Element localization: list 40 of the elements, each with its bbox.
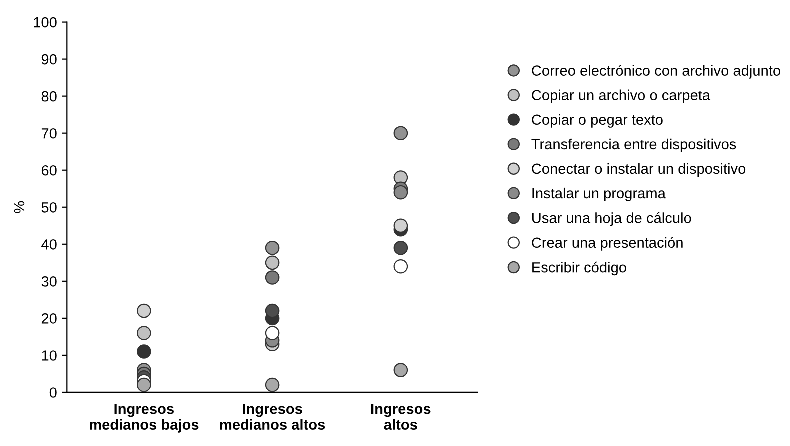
y-tick-label: 90 [42, 54, 57, 65]
point [265, 240, 280, 256]
point [394, 240, 408, 256]
point [265, 304, 280, 318]
point [394, 218, 408, 234]
point [394, 185, 408, 200]
x-tick-label: Ingresos medianos altos [220, 404, 326, 430]
point [265, 378, 280, 392]
point [394, 363, 408, 378]
point [137, 378, 152, 392]
legend-label: Transferencia entre dispositivos [532, 138, 736, 152]
point [137, 326, 152, 340]
legend-label: Usar una hoja de cálculo [532, 212, 692, 226]
y-tick-label: 60 [42, 165, 57, 176]
point [394, 126, 408, 140]
y-tick-label: 40 [42, 240, 57, 250]
y-tick-label: 80 [42, 91, 57, 102]
x-tick-label: Ingresos medianos bajos [90, 404, 199, 433]
y-tick-label: 0 [50, 388, 57, 398]
legend-label: Correo electrónico con archivo adjunto [532, 65, 780, 79]
y-axis-title: % [14, 201, 25, 214]
y-tick-label: 10 [42, 350, 57, 361]
point [394, 259, 408, 274]
legend-label: Crear una presentación [532, 237, 683, 251]
point [137, 344, 152, 359]
point [137, 304, 152, 318]
y-tick-label: 100 [34, 17, 57, 28]
legend-label: Copiar un archivo o carpeta [532, 90, 711, 104]
y-tick-label: 30 [42, 276, 57, 287]
x-tick-label: Ingresos altos [372, 404, 431, 430]
y-tick-label: 70 [42, 128, 57, 139]
y-tick-label: 20 [42, 314, 57, 324]
legend-label: Escribir código [532, 262, 626, 276]
point [265, 270, 280, 285]
y-tick-label: 50 [42, 202, 57, 213]
legend-label: Copiar o pegar texto [532, 114, 663, 128]
legend-label: Instalar un programa [532, 188, 666, 202]
point [265, 326, 280, 340]
legend-label: Conectar o instalar un dispositivo [532, 163, 746, 177]
point [265, 256, 280, 270]
